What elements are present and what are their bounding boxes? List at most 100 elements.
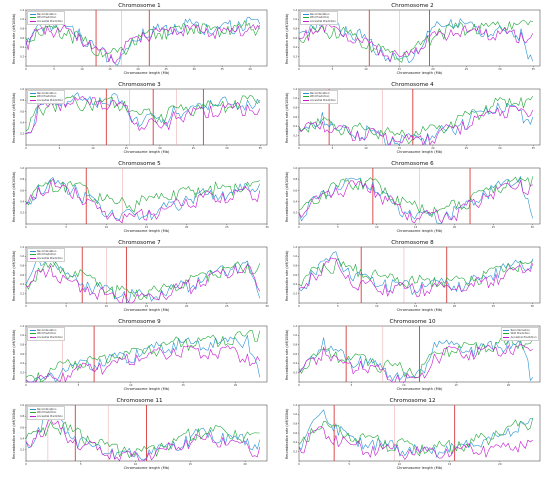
y-tick-label: 0.6 [293, 352, 297, 356]
x-tick-label: 5 [65, 225, 67, 229]
x-tick-label: 15 [414, 225, 418, 229]
chromosome-7-chart: Chromosome 7 0 5 10 15 20 25 30 0.2 0.4 0.6 0.8 1.0 1… [8, 240, 271, 315]
chart-title: Chromosome 1 [118, 3, 161, 9]
x-tick-label: 10 [375, 225, 379, 229]
x-tick-label: 20 [136, 67, 140, 71]
legend-label: Ancestral Prediction [37, 19, 63, 23]
x-tick-label: 25 [225, 225, 229, 229]
y-tick-label: 0.6 [293, 188, 297, 192]
legend-label: Wild Prediction [510, 332, 530, 336]
x-axis-label: Chromosome length (Mb) [396, 466, 443, 470]
y-tick-label: 1.2 [20, 324, 24, 328]
chart-legend: Recombination Wild Prediction Ancestral Pr… [300, 90, 339, 104]
x-tick-label: 0 [25, 383, 27, 387]
y-tick-label: 0.6 [20, 425, 24, 429]
plot-area: 0 5 10 15 20 25 30 0.2 0.4 0.6 0.8 1.0 1.2 [293, 245, 541, 308]
x-axis-label: Chromosome length (Mb) [123, 308, 170, 312]
x-tick-label: 0 [25, 67, 27, 71]
y-tick-label: 0.4 [293, 124, 297, 128]
legend-entry-ancestral-prediction: Ancestral Prediction [29, 415, 63, 418]
x-tick-label: 15 [448, 462, 452, 466]
chart-title: Chromosome 8 [391, 240, 434, 246]
x-tick-label: 10 [80, 67, 84, 71]
legend-label: Ancestral Prediction [37, 98, 63, 102]
y-tick-label: 0.4 [20, 282, 24, 286]
legend-swatch [503, 333, 510, 335]
y-axis-label: Recombination rate (cM/100kb) [285, 329, 289, 380]
ancestral-prediction-series-line [25, 95, 261, 135]
x-axis-label: Chromosome length (Mb) [123, 466, 170, 470]
recombination-series-line [298, 409, 533, 458]
x-tick-label: 10 [398, 462, 402, 466]
legend-swatch [29, 14, 36, 15]
x-tick-label: 0 [298, 462, 300, 466]
chart-title: Chromosome 4 [391, 82, 434, 88]
x-tick-label: 25 [465, 67, 469, 71]
x-tick-label: 10 [129, 383, 133, 387]
legend-label: Recombination [310, 91, 330, 95]
x-tick-label: 5 [337, 225, 339, 229]
plot-area: 0 5 10 15 20 0.2 0.4 0.6 0.8 1.0 1.2 [293, 403, 541, 466]
y-tick-label: 0.6 [293, 431, 297, 435]
chart-title: Chromosome 11 [116, 398, 163, 404]
x-tick-label: 30 [192, 67, 196, 71]
legend-label: Ancestral Prediction [510, 335, 537, 339]
ancestral-prediction-series-line [25, 264, 261, 304]
legend-swatch [29, 254, 36, 256]
plot-area: 0 5 10 15 20 25 30 0.2 0.4 0.6 0.8 1.0 [20, 166, 269, 229]
legend-swatch [29, 409, 36, 410]
legend-swatch [302, 20, 309, 22]
wild-prediction-series-line [298, 19, 533, 63]
y-axis-label: Recombination rate (cM/100kb) [285, 250, 289, 301]
y-tick-label: 0.6 [293, 115, 297, 119]
legend-swatch [29, 17, 36, 19]
y-tick-label: 0.8 [293, 27, 297, 31]
x-tick-label: 15 [145, 225, 149, 229]
x-tick-label: 10 [364, 67, 368, 71]
y-tick-label: 0.4 [293, 282, 297, 286]
x-tick-label: 10 [105, 304, 109, 308]
y-tick-label: 0.8 [20, 264, 24, 268]
x-tick-label: 20 [185, 225, 189, 229]
y-tick-label: 0.4 [293, 45, 297, 49]
y-axis-label: Recombination rate (cM/100kb) [12, 171, 16, 222]
legend-swatch [29, 257, 36, 259]
y-tick-label: 1.0 [293, 96, 297, 100]
y-tick-label: 1.0 [293, 333, 297, 337]
x-tick-label: 10 [91, 146, 95, 150]
legend-entry-recombination: Recombination [29, 92, 63, 95]
chromosome-6-chart: Chromosome 6 0 5 10 15 20 25 30 0.2 0.4 0.6 0.8 1.0 C… [281, 161, 544, 236]
x-tick-label: 0 [298, 225, 300, 229]
legend-entry-recombination: Recombination [29, 13, 63, 16]
x-tick-label: 20 [453, 225, 457, 229]
y-tick-label: 0.2 [20, 211, 24, 215]
chromosome-4-chart: Chromosome 4 0 5 10 15 20 25 30 35 0.2 0.4 0.6 0.8 1.… [281, 82, 544, 157]
legend-label: Wild Prediction [310, 95, 330, 99]
legend-entry-wild-prediction: Wild Prediction [29, 411, 63, 414]
chart-title: Chromosome 5 [118, 161, 161, 167]
chart-title: Chromosome 10 [389, 319, 436, 325]
x-tick-label: 30 [531, 225, 535, 229]
x-tick-label: 5 [78, 383, 80, 387]
chart-legend: Recombination Wild Prediction Ancestral Pr… [27, 406, 66, 420]
y-axis-label: Recombination rate (cM/100kb) [12, 250, 16, 301]
y-tick-label: 0.4 [293, 361, 297, 365]
legend-entry-wild-prediction: Wild Prediction [29, 16, 63, 19]
legend-entry-wild-prediction: Wild Prediction [302, 16, 336, 19]
x-tick-label: 20 [431, 67, 435, 71]
legend-label: Ancestral Prediction [310, 19, 336, 23]
y-tick-label: 0.8 [293, 177, 297, 181]
x-tick-label: 0 [25, 304, 27, 308]
y-tick-label: 0.2 [293, 211, 297, 215]
legend-entry-wild-prediction: Wild Prediction [503, 332, 536, 335]
y-tick-label: 1.2 [20, 8, 24, 12]
ancestral-prediction-series-line [25, 178, 261, 224]
x-tick-label: 15 [398, 146, 402, 150]
legend-entry-recombination: Recombination [503, 329, 536, 332]
x-tick-label: 5 [59, 146, 61, 150]
ancestral-prediction-series-line [25, 24, 261, 64]
wild-prediction-series-line [298, 95, 534, 145]
y-tick-label: 0.6 [20, 188, 24, 192]
legend-swatch [29, 251, 36, 252]
legend-swatch [29, 336, 36, 338]
